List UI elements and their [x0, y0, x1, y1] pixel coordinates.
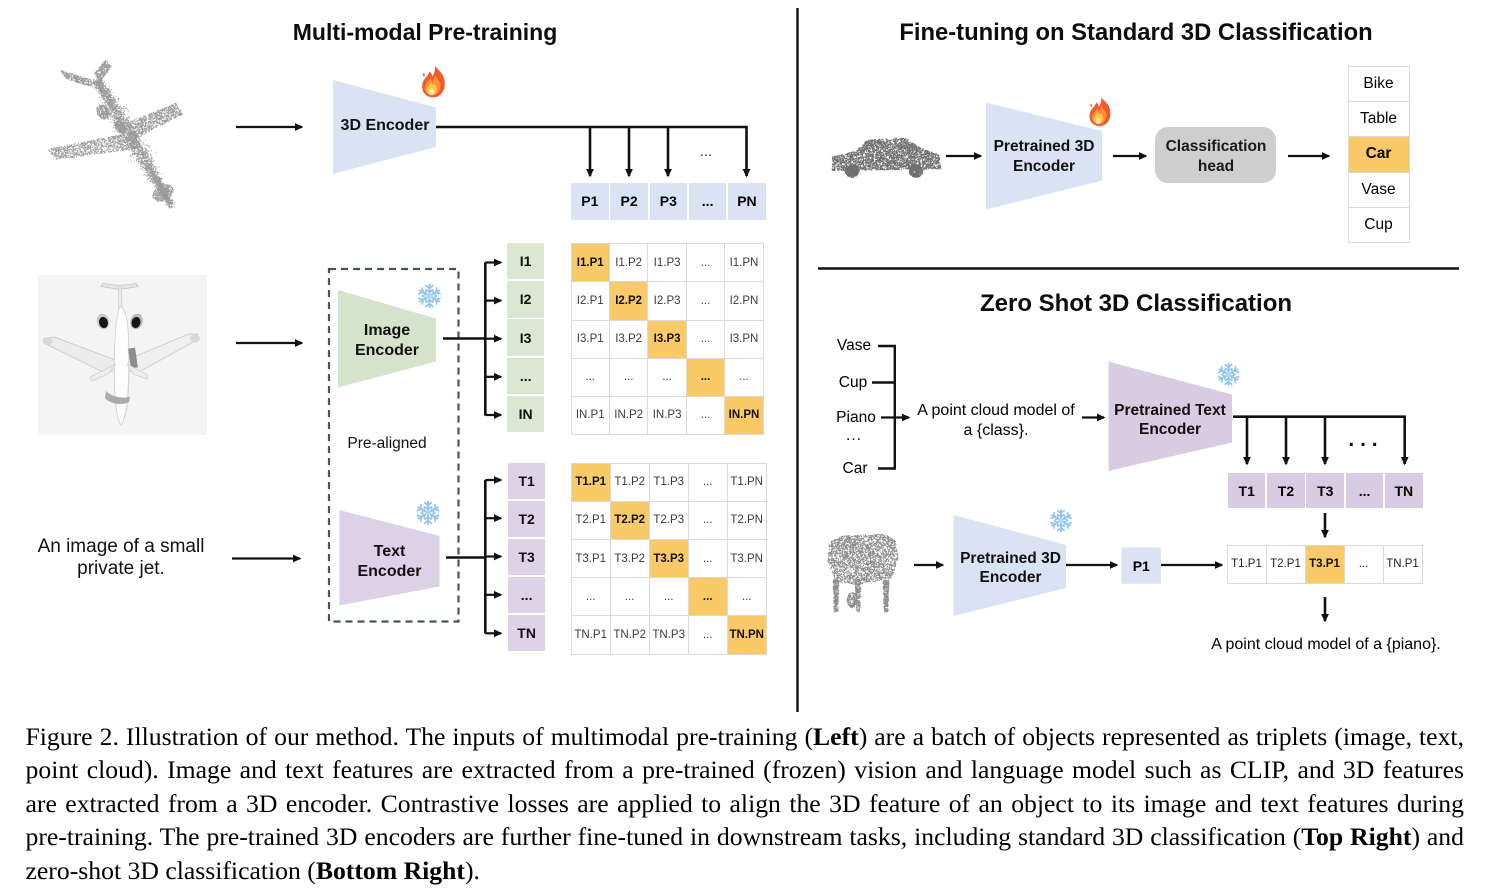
- svg-text:. . .: . . .: [1348, 428, 1377, 451]
- svg-text:...: ...: [700, 143, 713, 160]
